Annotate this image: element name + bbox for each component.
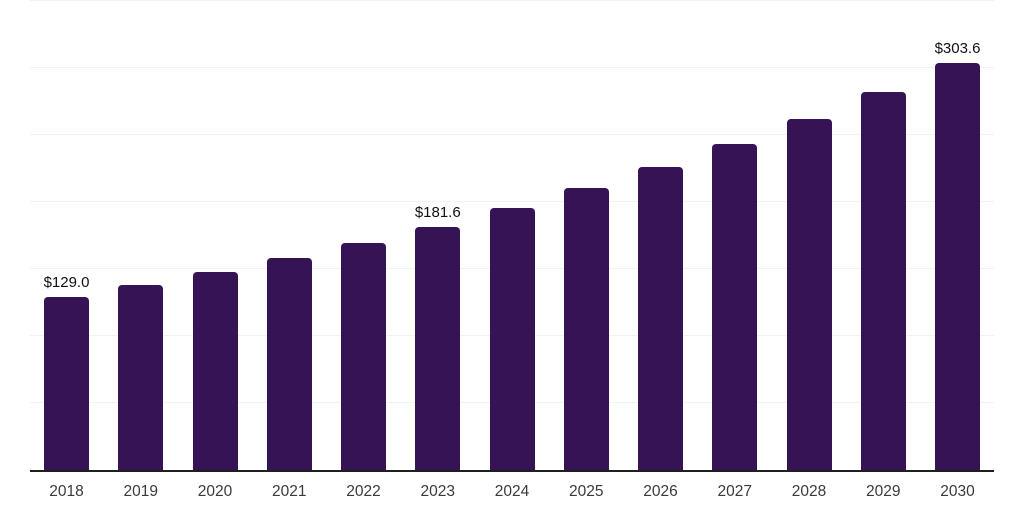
gridline [30, 134, 994, 135]
bar-2029 [860, 92, 906, 470]
x-tick-label-2021: 2021 [272, 483, 307, 500]
bar-column-2018: $129.0 [44, 275, 89, 470]
gridline [30, 0, 994, 1]
bar-column-2023: $181.6 [414, 203, 461, 470]
data-label-2023: $181.6 [414, 203, 461, 221]
bar-2019 [118, 284, 164, 470]
bar-2025 [563, 188, 609, 470]
bar-column-2025 [563, 188, 609, 470]
data-label-2030: $303.6 [934, 40, 981, 58]
bar-2024 [489, 208, 535, 470]
bar-column-2027 [712, 143, 758, 470]
bar-column-2019 [118, 284, 164, 470]
bar-column-2021 [266, 257, 312, 470]
x-tick-label-2024: 2024 [494, 483, 530, 500]
bar-column-2022 [341, 242, 386, 470]
bar-2022 [341, 242, 386, 470]
bar-chart: $129.0 $181.6 $303.6 2018 2019 2020 2021 2022 2… [30, 0, 994, 500]
bar-column-2020 [192, 271, 238, 470]
x-tick-label-2028: 2028 [791, 483, 827, 500]
bar-2027 [712, 143, 758, 470]
gridline [30, 67, 994, 68]
bar-2020 [192, 271, 238, 470]
bar-2021 [266, 257, 312, 470]
bar-column-2030: $303.6 [935, 41, 980, 470]
bar-2030 [935, 63, 980, 470]
plot-area: $129.0 $181.6 $303.6 [30, 0, 994, 472]
x-tick-label-2018: 2018 [49, 483, 84, 500]
bar-2028 [786, 118, 832, 470]
data-label-2018: $129.0 [43, 274, 90, 292]
gridline [30, 201, 994, 202]
bar-column-2026 [638, 166, 683, 470]
x-tick-label-2019: 2019 [123, 483, 158, 500]
bar-column-2028 [786, 118, 832, 470]
x-tick-label-2030: 2030 [940, 483, 975, 500]
x-axis-tick-labels: 2018 2019 2020 2021 2022 2023 2024 2025 2026 2027… [30, 484, 994, 500]
x-tick-label-2029: 2029 [866, 483, 901, 500]
x-tick-label-2027: 2027 [717, 483, 752, 500]
bar-2018 [44, 297, 89, 470]
bar-column-2024 [489, 208, 535, 470]
x-axis-line [30, 470, 994, 472]
bar-column-2029 [860, 92, 906, 470]
x-tick-label-2020: 2020 [197, 483, 233, 500]
x-tick-label-2023: 2023 [420, 483, 455, 500]
x-tick-label-2025: 2025 [569, 483, 604, 500]
bar-2023 [415, 226, 461, 470]
bars-container: $129.0 $181.6 $303.6 [30, 1, 994, 470]
bar-2026 [638, 166, 683, 470]
x-tick-label-2026: 2026 [643, 483, 678, 500]
x-tick-label-2022: 2022 [346, 483, 381, 500]
